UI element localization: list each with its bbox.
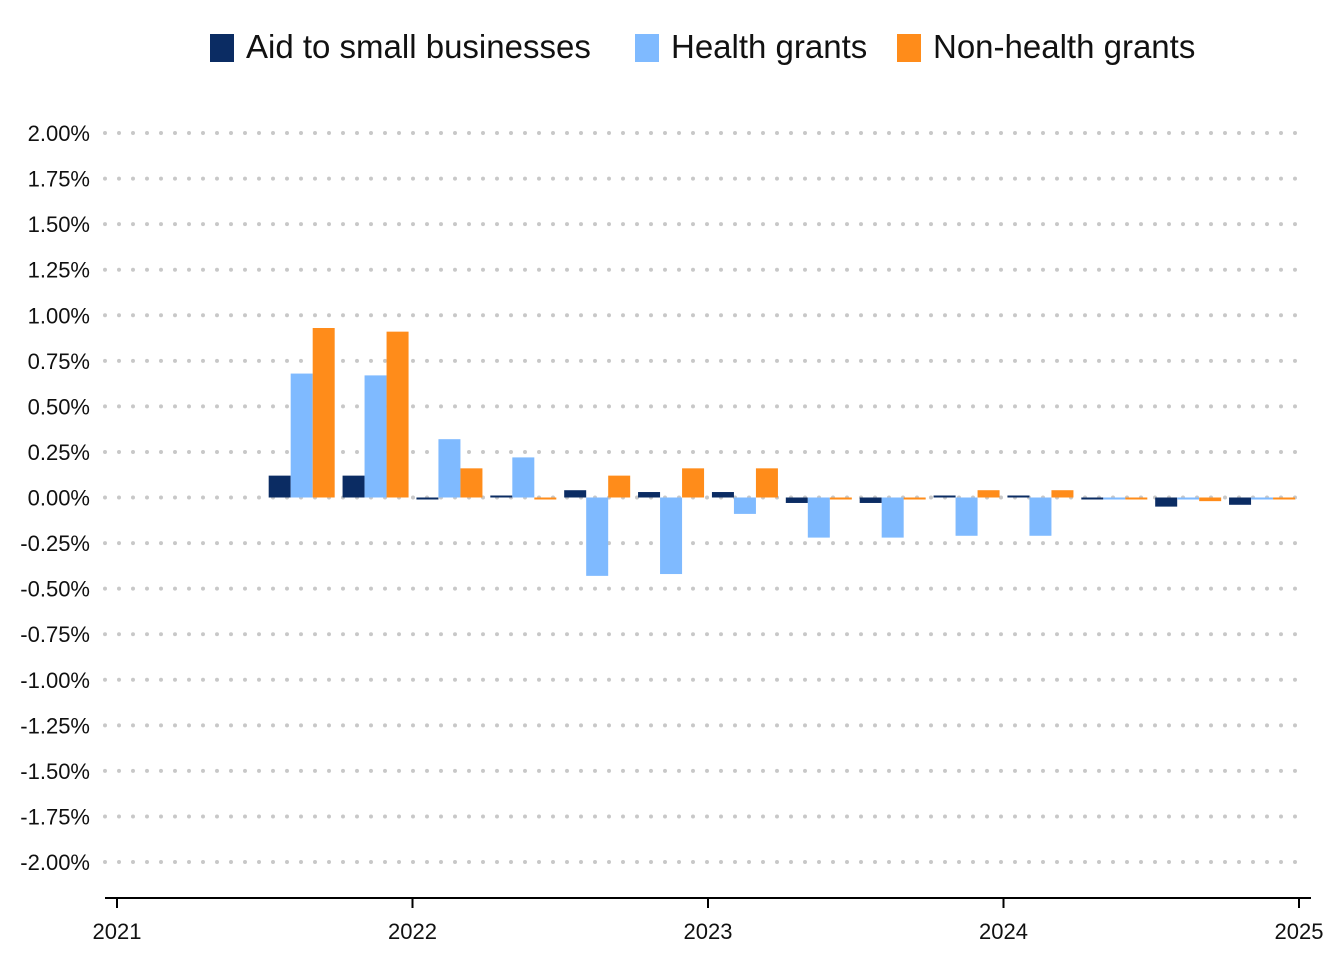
bar [1125,497,1148,500]
bar [933,495,956,498]
bar [1029,497,1052,536]
x-tick-label: 2025 [1275,919,1324,944]
x-tick-label: 2023 [684,919,733,944]
y-tick-label: 1.50% [28,212,90,237]
bar [1177,497,1200,500]
bar [1155,497,1178,507]
y-axis-tick-labels: 2.00% 1.75% 1.50% 1.25% 1.00% 0.75% 0.50% 0.25%… [20,121,90,875]
bar [1051,490,1074,498]
y-tick-label: -1.75% [20,804,90,829]
gridlines [103,131,1307,864]
bar [386,331,409,498]
bar [807,497,830,538]
bar [290,373,313,498]
bar [955,497,978,536]
legend-swatch [635,34,659,62]
x-axis: 2021 2022 2023 2024 2025 [93,897,1324,944]
bar [512,457,535,498]
bar [564,490,587,498]
bar [268,475,291,498]
bar [312,328,335,498]
legend-label: Aid to small businesses [246,28,591,65]
bar [711,492,734,498]
legend-label: Non-health grants [933,28,1195,65]
legend-swatch [897,34,921,62]
bar [660,497,683,575]
y-tick-label: 0.75% [28,349,90,374]
bar [460,468,483,498]
y-tick-label: 1.25% [28,258,90,283]
bars [268,328,1296,576]
y-tick-label: -0.25% [20,531,90,556]
bar [1081,497,1104,500]
bar [859,497,882,503]
x-tick-label: 2021 [93,919,142,944]
bar [342,475,365,498]
legend-label: Health grants [671,28,867,65]
bar [364,375,387,498]
x-tick-label: 2024 [979,919,1028,944]
legend-swatch [210,34,234,62]
y-tick-label: -1.50% [20,759,90,784]
bar [1007,495,1030,498]
y-tick-label: -1.25% [20,713,90,738]
bar [586,497,609,576]
bar [755,468,778,498]
y-tick-label: -0.50% [20,577,90,602]
bar [903,497,926,500]
bar [1251,497,1274,500]
y-tick-label: 1.75% [28,167,90,192]
bar [733,497,756,514]
bar [977,490,1000,498]
bar [490,495,513,498]
bar [1273,497,1296,500]
y-tick-label: -0.75% [20,622,90,647]
y-tick-label: 0.25% [28,440,90,465]
y-tick-label: 1.00% [28,303,90,328]
bar [682,468,705,498]
bar [1199,497,1222,502]
bar [785,497,808,503]
bar [608,475,631,498]
bar [829,497,852,500]
legend: Aid to small businesses Health grants Non-… [210,28,1195,65]
y-tick-label: -1.00% [20,668,90,693]
y-tick-label: 0.00% [28,486,90,511]
bar [1103,497,1126,500]
y-tick-label: 2.00% [28,121,90,146]
bar [416,497,439,500]
y-tick-label: -2.00% [20,850,90,875]
x-tick-label: 2022 [388,919,437,944]
bar [881,497,904,538]
y-tick-label: 0.50% [28,394,90,419]
bar [1229,497,1252,505]
bar [534,497,557,500]
bar [638,492,661,498]
bar [438,439,461,498]
